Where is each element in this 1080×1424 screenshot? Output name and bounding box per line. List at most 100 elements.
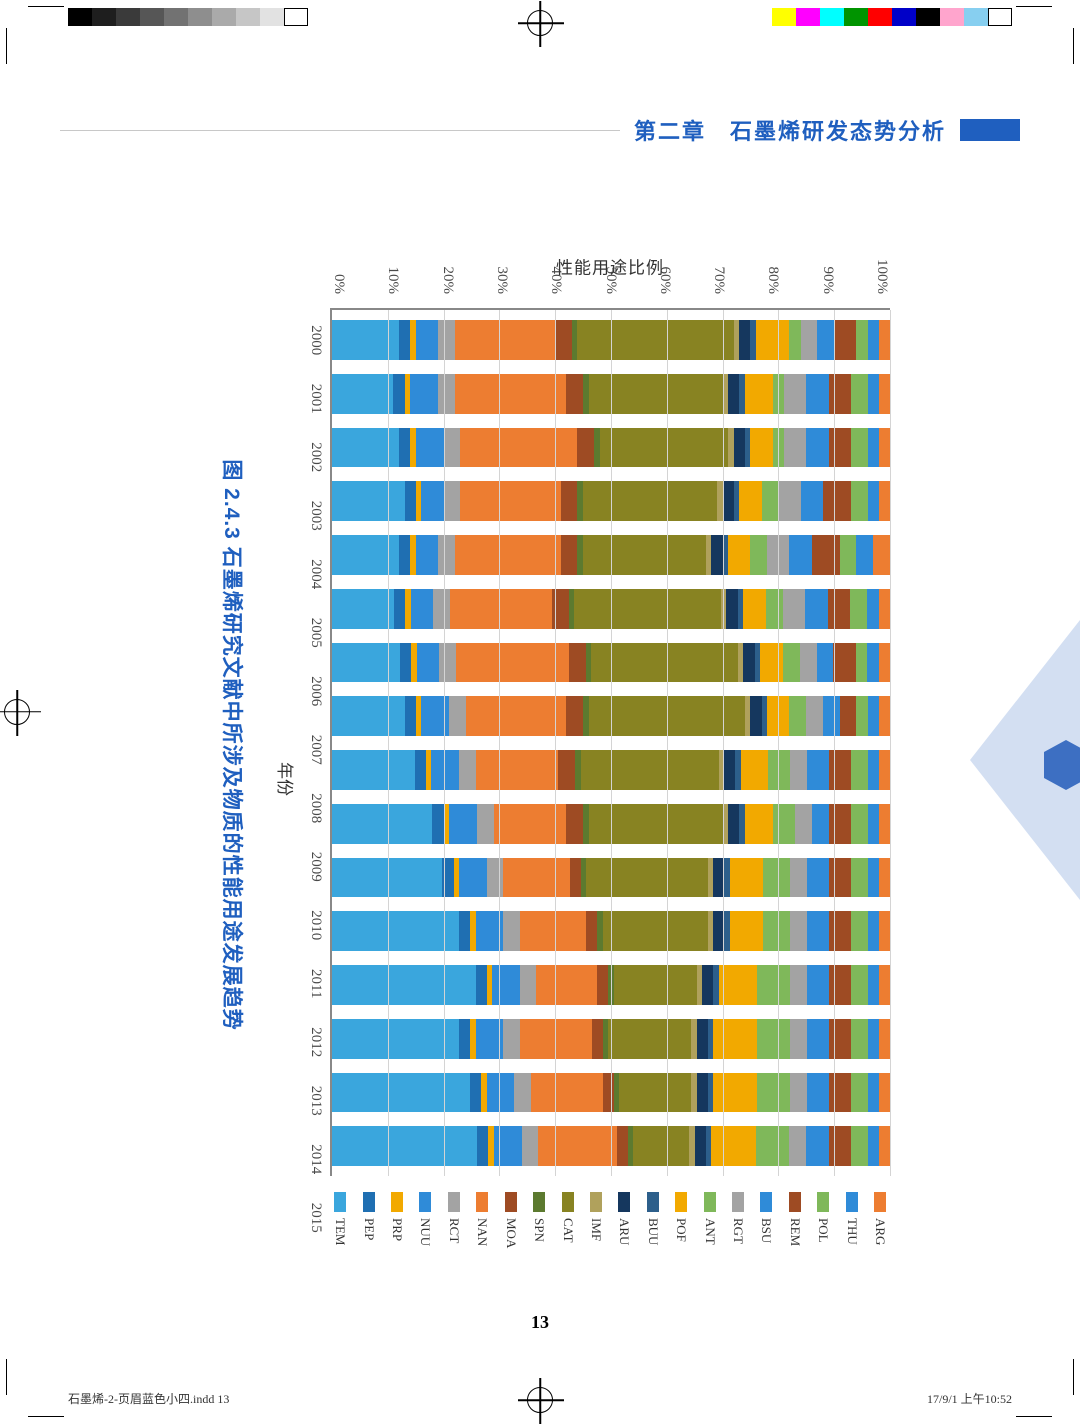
bar-segment-aru <box>728 374 739 414</box>
bar-segment-rct <box>438 320 455 360</box>
bar-segment-spn <box>614 1073 620 1113</box>
bar-segment-ant <box>756 1126 789 1166</box>
legend-swatch <box>363 1192 375 1212</box>
bar-segment-thu <box>868 481 879 521</box>
legend: ARGTHUPOLREMBSURGTANTPOFBUUARUIMFCATSPNM… <box>330 1184 890 1250</box>
bar-segment-prp <box>488 1126 494 1166</box>
x-tick: 2001 <box>307 377 324 422</box>
bar-segment-pep <box>394 589 405 629</box>
bar-segment-pol <box>851 1126 868 1166</box>
registration-mark-icon <box>527 1387 553 1413</box>
bar-segment-rgt <box>790 965 807 1005</box>
bar-segment-prp <box>470 1019 476 1059</box>
legend-swatch <box>647 1192 659 1212</box>
bar-segment-arg <box>879 696 890 736</box>
bar-segment-pol <box>851 481 868 521</box>
bar-segment-rem <box>829 1073 851 1113</box>
legend-label: ARU <box>616 1218 632 1245</box>
bar-segment-moa <box>558 750 575 790</box>
bar-segment-rgt <box>789 1126 806 1166</box>
bar-segment-moa <box>617 1126 628 1166</box>
bar-segment-nan <box>455 535 561 575</box>
bar-segment-pep <box>405 696 416 736</box>
bar-segment-pep <box>459 1019 470 1059</box>
bar-segment-moa <box>561 535 578 575</box>
bar-segment-moa <box>566 804 583 844</box>
legend-swatch <box>732 1192 744 1212</box>
bar-segment-spn <box>577 481 583 521</box>
swatch <box>844 8 868 26</box>
gridline <box>667 310 668 1176</box>
bar-segment-pof <box>745 374 773 414</box>
legend-item-rct: RCT <box>446 1192 462 1250</box>
y-tick: 30% <box>493 267 510 295</box>
bar-segment-rct <box>433 589 450 629</box>
bar-segment-thu <box>868 374 879 414</box>
crop-mark <box>28 1416 64 1417</box>
legend-swatch <box>533 1192 545 1212</box>
bar-segment-spn <box>569 589 575 629</box>
bar-segment-prp <box>454 858 460 898</box>
bar-segment-bsu <box>806 1126 828 1166</box>
bar-segment-tem <box>332 911 459 951</box>
legend-item-imf: IMF <box>588 1192 604 1250</box>
bar-segment-nan <box>455 374 567 414</box>
bar-segment-aru <box>743 643 754 683</box>
bar-segment-thu <box>868 804 879 844</box>
legend-swatch <box>675 1192 687 1212</box>
bar-segment-moa <box>597 965 608 1005</box>
bar-segment-pof <box>739 481 761 521</box>
page-number: 13 <box>531 1312 549 1333</box>
bar-segment-pol <box>851 858 868 898</box>
legend-item-nuu: NUU <box>418 1192 434 1250</box>
bar-segment-bsu <box>807 965 829 1005</box>
bar-segment-pof <box>719 965 758 1005</box>
bar-segment-tem <box>332 374 393 414</box>
bar-segment-ant <box>790 320 801 360</box>
bar-segment-imf <box>708 858 714 898</box>
bar-segment-arg <box>879 1126 890 1166</box>
gridline <box>388 310 389 1176</box>
bar-segment-ant <box>762 481 779 521</box>
bar-segment-tem <box>332 320 399 360</box>
bar-segment-tem <box>332 750 415 790</box>
legend-swatch <box>760 1192 772 1212</box>
bar-segment-nan <box>520 911 586 951</box>
chapter-accent-block <box>960 119 1020 141</box>
bar-segment-rem <box>834 643 857 683</box>
crop-mark <box>6 1359 7 1395</box>
bar-segment-tem <box>332 965 476 1005</box>
bar-segment-nuu <box>449 804 477 844</box>
bar-segment-pol <box>851 1019 868 1059</box>
bar-segment-arg <box>879 750 890 790</box>
legend-swatch <box>590 1192 602 1212</box>
bar-segment-imf <box>691 1019 697 1059</box>
bar-segment-bsu <box>812 804 829 844</box>
x-tick: 2008 <box>307 786 324 831</box>
legend-swatch <box>562 1192 574 1212</box>
bar-segment-arg <box>873 535 890 575</box>
x-tick: 2005 <box>307 611 324 656</box>
bar-segment-rem <box>840 696 857 736</box>
bar-segment-nuu <box>492 965 520 1005</box>
swatch <box>820 8 844 26</box>
bar-segment-ant <box>757 965 790 1005</box>
bar-segment-pol <box>851 428 868 468</box>
bar-segment-prp <box>487 965 493 1005</box>
bar-segment-rct <box>444 481 461 521</box>
crop-mark <box>1016 1416 1052 1417</box>
gray-swatch-strip <box>68 8 308 26</box>
chart: 性能用途比例 100%90%80%70%60%50%40%30%20%10%0%… <box>218 240 890 1250</box>
bar-segment-pep <box>393 374 404 414</box>
legend-label: MOA <box>503 1218 519 1248</box>
bar-segment-spn <box>583 804 589 844</box>
registration-mark-icon <box>527 10 553 36</box>
bar-segment-nan <box>460 428 577 468</box>
bar-segment-ant <box>773 804 795 844</box>
bar-segment-buu <box>739 804 745 844</box>
bar-segment-thu <box>868 1126 879 1166</box>
bar-segment-nuu <box>417 643 440 683</box>
swatch <box>868 8 892 26</box>
legend-item-tem: TEM <box>332 1192 348 1250</box>
bar-segment-rgt <box>784 428 806 468</box>
